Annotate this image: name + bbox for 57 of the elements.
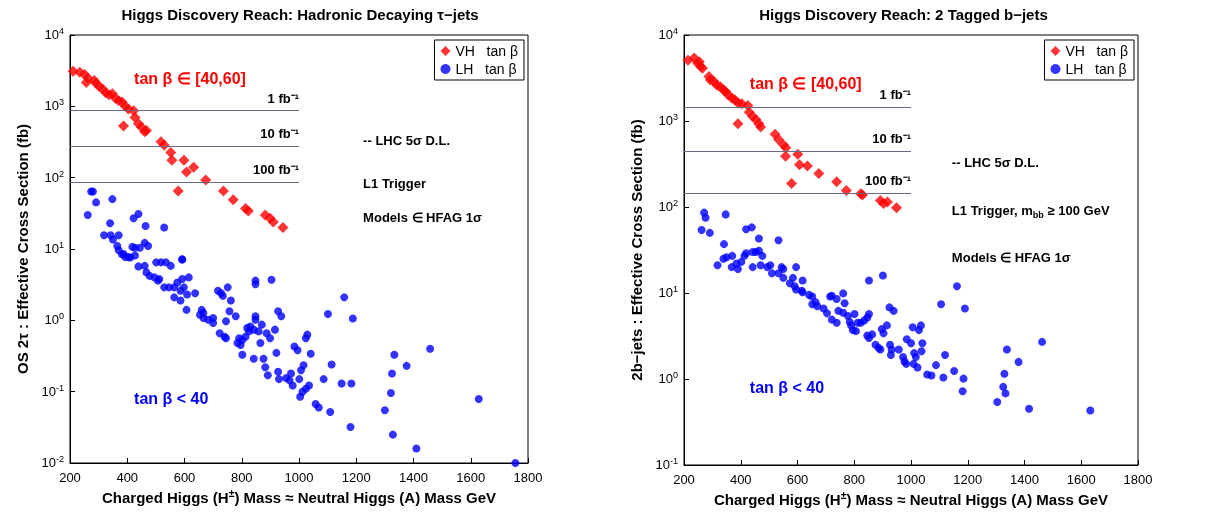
x-tick-label: 600 — [173, 470, 196, 485]
x-tick-label: 400 — [729, 472, 752, 487]
y-tick-label: 10$^{0}$ — [658, 369, 678, 388]
x-tick-label: 200 — [673, 472, 695, 487]
y-tick-label: 10$^{1}$ — [44, 239, 64, 258]
x-tick-label: 1400 — [399, 470, 428, 485]
ref-line-label: 100 fb⁻¹ — [865, 173, 911, 189]
y-tick-label: 10$^{3}$ — [44, 96, 64, 116]
annotation: tan β ∈ [40,60] — [749, 73, 862, 93]
annotation: Models ∈ HFAG 1σ — [951, 250, 1071, 265]
annotation: -- LHC 5σ D.L. — [951, 155, 1039, 171]
x-tick-label: 1600 — [456, 470, 486, 485]
chart-title: Higgs Discovery Reach: 2 Tagged b−jets — [759, 6, 1048, 23]
annotation: tan β < 40 — [749, 379, 825, 397]
ref-line-label: 1 fb⁻¹ — [267, 90, 299, 106]
y-axis-title: 2b−jets : Effective Cross Section (fb) — [628, 119, 645, 381]
x-axis-title: Charged Higgs (H$^{±}$) Mass ≈ Neutral Higgs (A) Mass GeV — [100, 486, 498, 506]
y-tick-label: 10$^{4}$ — [658, 25, 678, 44]
x-tick-label: 1600 — [1066, 472, 1096, 487]
x-tick-label: 600 — [786, 472, 809, 487]
x-tick-label: 1800 — [513, 470, 543, 485]
ref-line-label: 100 fb⁻¹ — [253, 161, 299, 177]
y-tick-label: 10$^{4}$ — [44, 25, 64, 44]
y-tick-label: 10$^{-1}$ — [41, 382, 64, 401]
x-tick-label: 1200 — [953, 472, 983, 487]
annotation: L1 Trigger, m$_{bb}$ ≥ 100 GeV — [951, 202, 1110, 220]
y-axis-title: OS 2τ : Effective Cross Section (fb) — [14, 123, 31, 375]
y-tick-label: 10$^{3}$ — [658, 111, 678, 130]
ref-line-label: 10 fb⁻¹ — [260, 126, 299, 142]
annotation: -- LHC 5σ D.L. — [363, 133, 450, 149]
x-tick-label: 1400 — [1010, 472, 1039, 487]
x-tick-label: 1800 — [1123, 472, 1153, 487]
annotation: tan β < 40 — [134, 390, 209, 409]
ref-line-label: 10 fb⁻¹ — [872, 130, 911, 146]
x-axis-title: Charged Higgs (H$^{±}$) Mass ≈ Neutral Higgs (A) Mass GeV — [712, 488, 1110, 508]
x-tick-label: 200 — [59, 470, 81, 485]
legend-label: LH tan β — [1065, 61, 1127, 77]
legend-label: LH tan β — [455, 61, 517, 77]
chart-title: Higgs Discovery Reach: Hadronic Decaying τ−jets — [121, 6, 479, 23]
x-tick-label: 1000 — [284, 470, 314, 485]
annotation: L1 Trigger — [363, 176, 426, 192]
x-tick-label: 800 — [230, 470, 253, 485]
ref-line-label: 1 fb⁻¹ — [879, 87, 911, 103]
annotation: tan β ∈ [40,60] — [134, 69, 246, 89]
y-tick-label: 10$^{2}$ — [44, 168, 64, 187]
annotation: Models ∈ HFAG 1σ — [363, 210, 482, 226]
legend-label: VH tan β — [1065, 43, 1129, 59]
x-tick-label: 400 — [116, 470, 139, 485]
y-tick-label: 10$^{2}$ — [658, 197, 678, 216]
y-tick-label: 10$^{-1}$ — [655, 455, 678, 472]
legend-label: VH tan β — [455, 43, 519, 59]
x-tick-label: 800 — [843, 472, 866, 487]
y-tick-label: 10$^{1}$ — [658, 283, 678, 302]
x-tick-label: 1200 — [341, 470, 371, 485]
x-tick-label: 1000 — [896, 472, 926, 487]
y-tick-label: 10$^{-2}$ — [41, 453, 64, 470]
y-tick-label: 10$^{0}$ — [44, 310, 64, 330]
